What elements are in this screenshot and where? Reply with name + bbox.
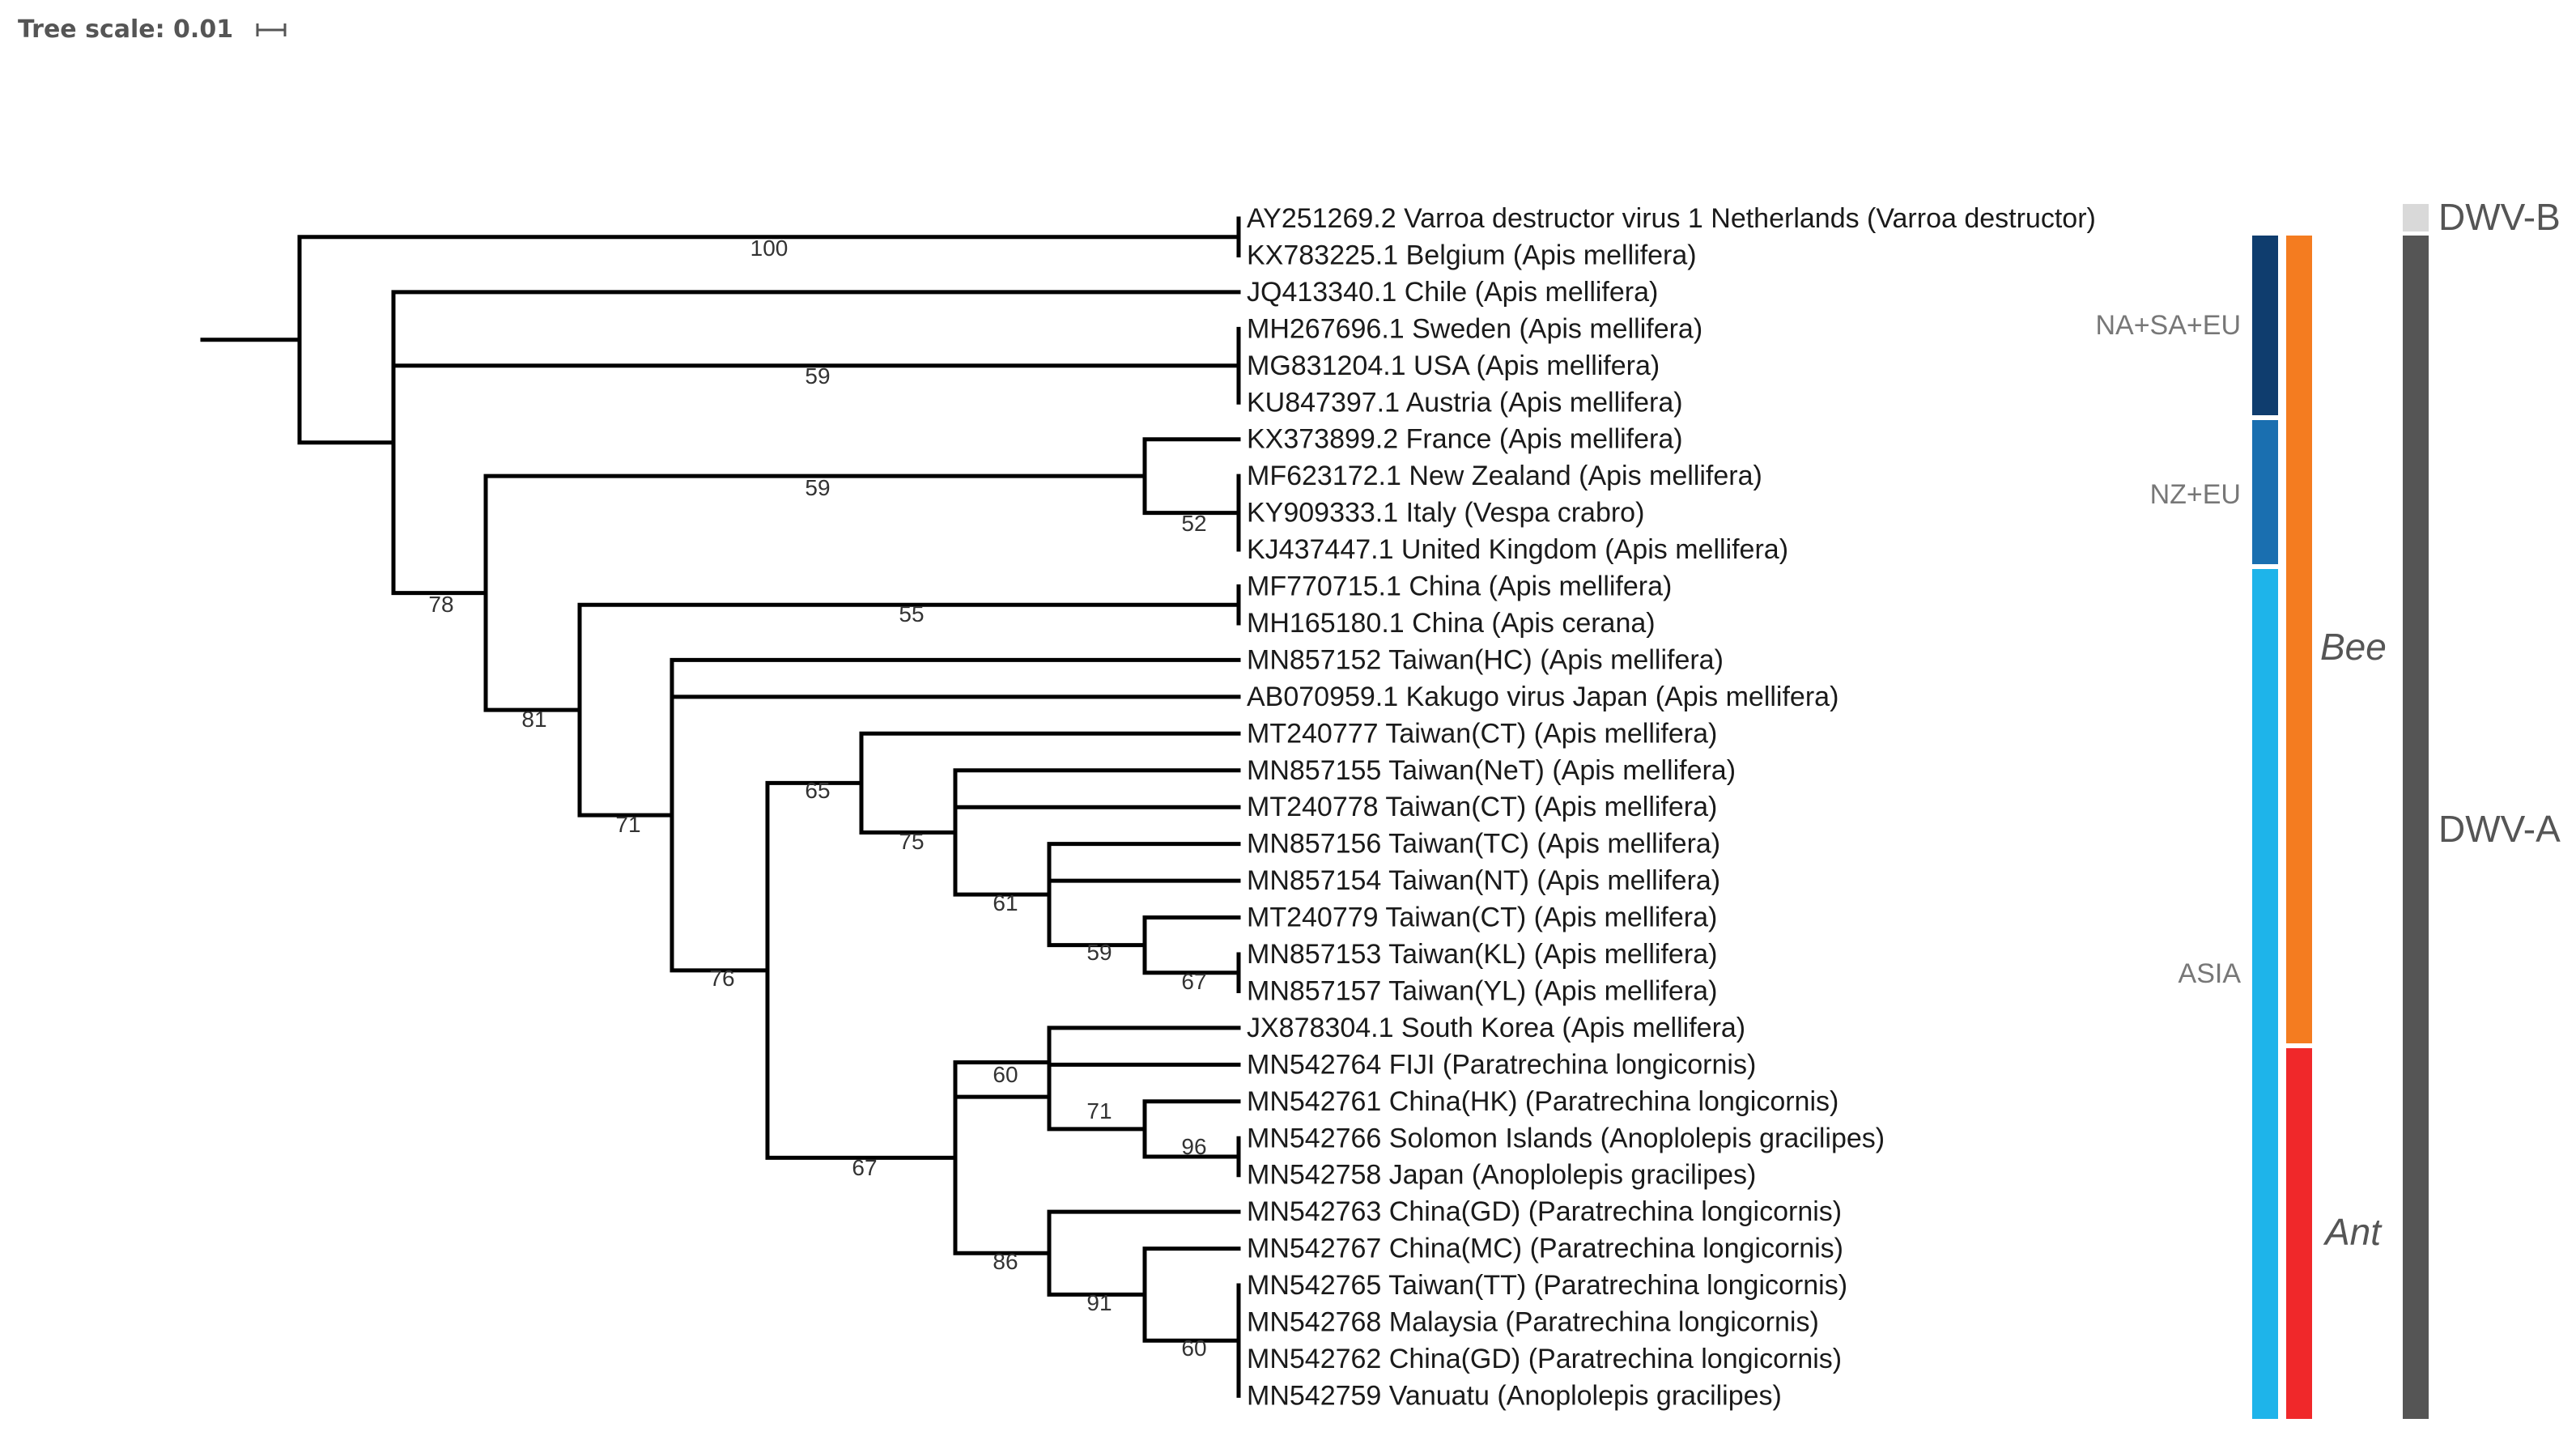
leaf-label: MN857156 Taiwan(TC) (Apis mellifera): [1247, 829, 1720, 860]
bootstrap-value: 78: [428, 592, 453, 617]
host-label-ant: Ant: [2323, 1211, 2383, 1253]
leaf-label: MT240778 Taiwan(CT) (Apis mellifera): [1247, 792, 1717, 822]
host-bar-bee: [2286, 236, 2312, 1043]
leaf-label: AB070959.1 Kakugo virus Japan (Apis mell…: [1247, 682, 1838, 712]
leaf-label: MN542758 Japan (Anoplolepis gracilipes): [1247, 1160, 1756, 1191]
region-bar-asia: [2252, 569, 2278, 1419]
leaf-label: KY909333.1 Italy (Vespa crabro): [1247, 498, 1644, 529]
leaf-label: KX783225.1 Belgium (Apis mellifera): [1247, 240, 1697, 270]
leaf-label: MN542764 FIJI (Paratrechina longicornis): [1247, 1049, 1756, 1080]
bootstrap-value: 91: [1086, 1290, 1112, 1315]
leaf-label: MN542767 China(MC) (Paratrechina longico…: [1247, 1234, 1843, 1264]
leaf-label: KJ437447.1 United Kingdom (Apis mellifer…: [1247, 534, 1788, 565]
bootstrap-value: 59: [805, 363, 830, 389]
bootstrap-labels: 100 59 59 52 78 55 81 71 65 75 61 59 67 76 60 71 96 67 86 9…: [428, 236, 1206, 1361]
bootstrap-value: 61: [993, 890, 1018, 915]
genotype-bar-dwv-b: [2403, 204, 2429, 231]
bootstrap-value: 71: [615, 812, 640, 837]
leaf-label: MN542766 Solomon Islands (Anoplolepis gr…: [1247, 1123, 1885, 1153]
region-label-na-sa-eu: NA+SA+EU: [2095, 310, 2241, 341]
leaf-labels: AY251269.2 Varroa destructor virus 1 Net…: [1247, 203, 2096, 1411]
bootstrap-value: 67: [852, 1155, 877, 1180]
leaf-label: MH267696.1 Sweden (Apis mellifera): [1247, 313, 1702, 344]
region-label-asia: ASIA: [2179, 958, 2242, 989]
leaf-label: JQ413340.1 Chile (Apis mellifera): [1247, 277, 1658, 308]
leaf-label: MN857153 Taiwan(KL) (Apis mellifera): [1247, 939, 1717, 970]
leaf-label: MN542761 China(HK) (Paratrechina longico…: [1247, 1086, 1838, 1117]
bootstrap-value: 75: [899, 829, 924, 854]
leaf-label: MF770715.1 China (Apis mellifera): [1247, 571, 1672, 602]
leaf-label: KU847397.1 Austria (Apis mellifera): [1247, 387, 1683, 418]
region-strip: NA+SA+EU NZ+EU ASIA: [2095, 236, 2278, 1419]
bootstrap-value: 59: [805, 475, 830, 500]
leaf-label: KX373899.2 France (Apis mellifera): [1247, 424, 1683, 455]
bootstrap-value: 60: [993, 1062, 1018, 1087]
leaf-label: MN542768 Malaysia (Paratrechina longicor…: [1247, 1307, 1819, 1338]
bootstrap-value: 81: [521, 707, 546, 732]
leaf-label: MN542762 China(GD) (Paratrechina longico…: [1247, 1344, 1842, 1374]
bootstrap-value: 96: [1181, 1134, 1206, 1159]
bootstrap-value: 100: [750, 236, 789, 261]
leaf-label: MN857155 Taiwan(NeT) (Apis mellifera): [1247, 755, 1736, 786]
leaf-label: MT240777 Taiwan(CT) (Apis mellifera): [1247, 718, 1717, 749]
bootstrap-value: 76: [709, 966, 734, 991]
region-label-nz-eu: NZ+EU: [2150, 479, 2241, 510]
tree-branches: [200, 216, 1241, 1398]
tree-scale-bar: [256, 23, 287, 36]
leaf-label: MG831204.1 USA (Apis mellifera): [1247, 350, 1660, 381]
bootstrap-value: 52: [1181, 511, 1206, 536]
bootstrap-value: 67: [1181, 969, 1206, 994]
bootstrap-value: 71: [1086, 1098, 1112, 1123]
leaf-label: MN542759 Vanuatu (Anoplolepis gracilipes…: [1247, 1380, 1782, 1411]
leaf-label: MT240779 Taiwan(CT) (Apis mellifera): [1247, 902, 1717, 933]
region-bar-nz-eu: [2252, 420, 2278, 564]
leaf-label: MN857157 Taiwan(YL) (Apis mellifera): [1247, 975, 1717, 1006]
leaf-label: MN857154 Taiwan(NT) (Apis mellifera): [1247, 865, 1720, 896]
genotype-strip: DWV-B DWV-A: [2403, 196, 2561, 1419]
genotype-label-dwv-a: DWV-A: [2438, 808, 2561, 850]
genotype-bar-dwv-a: [2403, 236, 2429, 1419]
tree-branch-path: [200, 216, 1241, 1398]
bootstrap-value: 86: [993, 1249, 1018, 1274]
leaf-label: MN542763 China(GD) (Paratrechina longico…: [1247, 1196, 1842, 1227]
leaf-label: MF623172.1 New Zealand (Apis mellifera): [1247, 461, 1762, 491]
genotype-label-dwv-b: DWV-B: [2438, 196, 2561, 238]
leaf-label: MH165180.1 China (Apis cerana): [1247, 608, 1656, 639]
bootstrap-value: 60: [1181, 1336, 1206, 1361]
leaf-label: MN857152 Taiwan(HC) (Apis mellifera): [1247, 644, 1724, 675]
bootstrap-value: 59: [1086, 940, 1112, 965]
host-bar-ant: [2286, 1048, 2312, 1419]
leaf-label: MN542765 Taiwan(TT) (Paratrechina longic…: [1247, 1270, 1847, 1301]
leaf-label: JX878304.1 South Korea (Apis mellifera): [1247, 1013, 1745, 1043]
tree-scale-label: Tree scale: 0.01: [18, 15, 233, 44]
host-label-bee: Bee: [2320, 626, 2387, 668]
leaf-label: AY251269.2 Varroa destructor virus 1 Net…: [1247, 203, 2096, 234]
bootstrap-value: 55: [899, 601, 924, 626]
bootstrap-value: 65: [805, 778, 830, 803]
host-strip: Bee Ant: [2286, 236, 2387, 1419]
region-bar-na-sa-eu: [2252, 236, 2278, 415]
